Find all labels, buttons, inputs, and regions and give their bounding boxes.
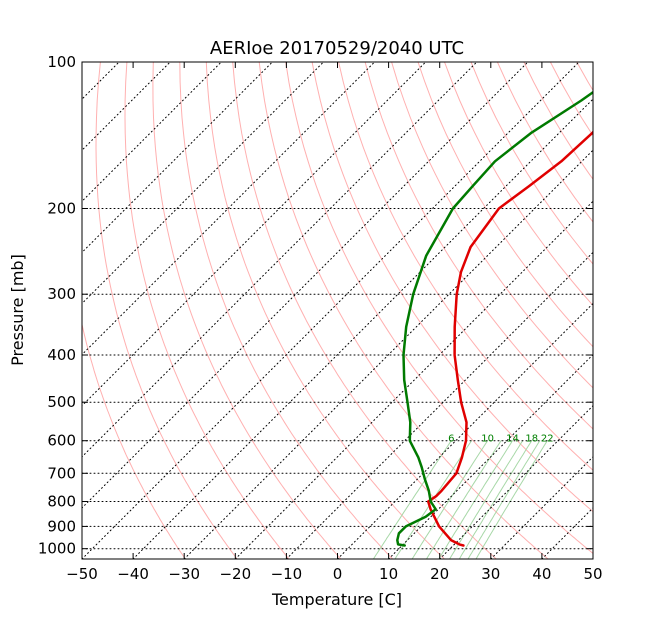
x-tick-label: −20	[219, 565, 251, 583]
isotherm-gridline	[285, 251, 593, 559]
dewpoint-line	[396, 90, 593, 547]
dry-adiabat-line	[82, 322, 186, 559]
dry-adiabat-line	[444, 62, 593, 307]
isotherm-gridline	[132, 98, 593, 559]
dry-adiabat-line	[364, 62, 593, 430]
dry-adiabat-line	[338, 62, 593, 471]
x-tick-label: 20	[430, 565, 449, 583]
y-tick-label: 400	[47, 346, 76, 364]
mixing-ratio-lines	[372, 440, 548, 559]
y-tick-label: 100	[47, 53, 76, 71]
dry-adiabat-line	[124, 62, 290, 559]
isotherm-gridline	[490, 456, 593, 559]
mixing-ratio-line	[438, 440, 513, 559]
x-axis: −50 −40 −30 −20 −10 0 10 20 30 40 50	[66, 62, 603, 583]
dry-adiabat-line	[258, 62, 549, 559]
x-tick-label: −10	[271, 565, 303, 583]
y-tick-label: 600	[47, 432, 76, 450]
dry-adiabat-line	[391, 62, 593, 389]
dry-adiabat-line	[152, 62, 342, 559]
mixing-ratio-label: 10	[481, 434, 494, 445]
isotherm-gridline	[234, 200, 593, 559]
mixing-ratio-label: 22	[541, 434, 554, 445]
mixing-ratio-line	[467, 440, 541, 559]
y-axis: 100 200 300 400 500 600 700 800 900 1000	[38, 53, 593, 558]
isotherm-gridline	[82, 62, 529, 509]
y-tick-label: 800	[47, 493, 76, 511]
x-tick-label: 50	[583, 565, 602, 583]
isotherm-gridline	[337, 302, 593, 559]
isotherm-gridline	[183, 149, 593, 559]
plot-area	[82, 62, 593, 559]
chart-title: AERIoe 20170529/2040 UTC	[210, 38, 464, 59]
dry-adiabat-line	[179, 62, 394, 559]
mixing-ratio-label: 6	[448, 434, 454, 445]
dry-adiabats	[82, 62, 593, 559]
mixing-ratio-line	[394, 440, 472, 559]
x-axis-title: Temperature [C]	[271, 590, 402, 609]
mixing-ratio-line	[458, 440, 533, 559]
y-tick-label: 500	[47, 393, 76, 411]
x-tick-label: −50	[66, 565, 98, 583]
dry-adiabat-line	[470, 62, 593, 265]
mixing-ratio-label: 18	[525, 434, 538, 445]
dry-adiabat-line	[95, 62, 238, 559]
x-tick-label: 10	[379, 565, 398, 583]
mixing-ratio-line	[426, 440, 502, 559]
mixing-ratio-label: 14	[506, 434, 519, 445]
y-tick-label: 300	[47, 285, 76, 303]
dry-adiabat-line	[311, 62, 593, 513]
y-tick-label: 900	[47, 517, 76, 535]
x-tick-label: −40	[117, 565, 149, 583]
y-axis-title: Pressure [mb]	[8, 254, 27, 366]
x-tick-label: 30	[481, 565, 500, 583]
isotherm-gridline	[439, 404, 593, 559]
mixing-ratio-line	[411, 440, 489, 559]
isotherm-gridline	[388, 353, 593, 559]
mixing-ratio-line	[372, 440, 452, 559]
profiles	[396, 90, 593, 547]
temperature-line	[426, 130, 593, 547]
x-tick-label: 0	[333, 565, 343, 583]
mixing-ratio-line	[475, 440, 548, 559]
dry-adiabat-line	[417, 62, 593, 348]
x-tick-label: 40	[532, 565, 551, 583]
y-tick-label: 1000	[38, 540, 76, 558]
y-tick-label: 700	[47, 464, 76, 482]
y-tick-label: 200	[47, 200, 76, 218]
mixing-ratio-labels: 6 10 14 18 22	[448, 434, 554, 445]
grid-lines	[82, 62, 593, 559]
x-tick-label: −30	[168, 565, 200, 583]
isotherm-gridline	[82, 62, 580, 559]
